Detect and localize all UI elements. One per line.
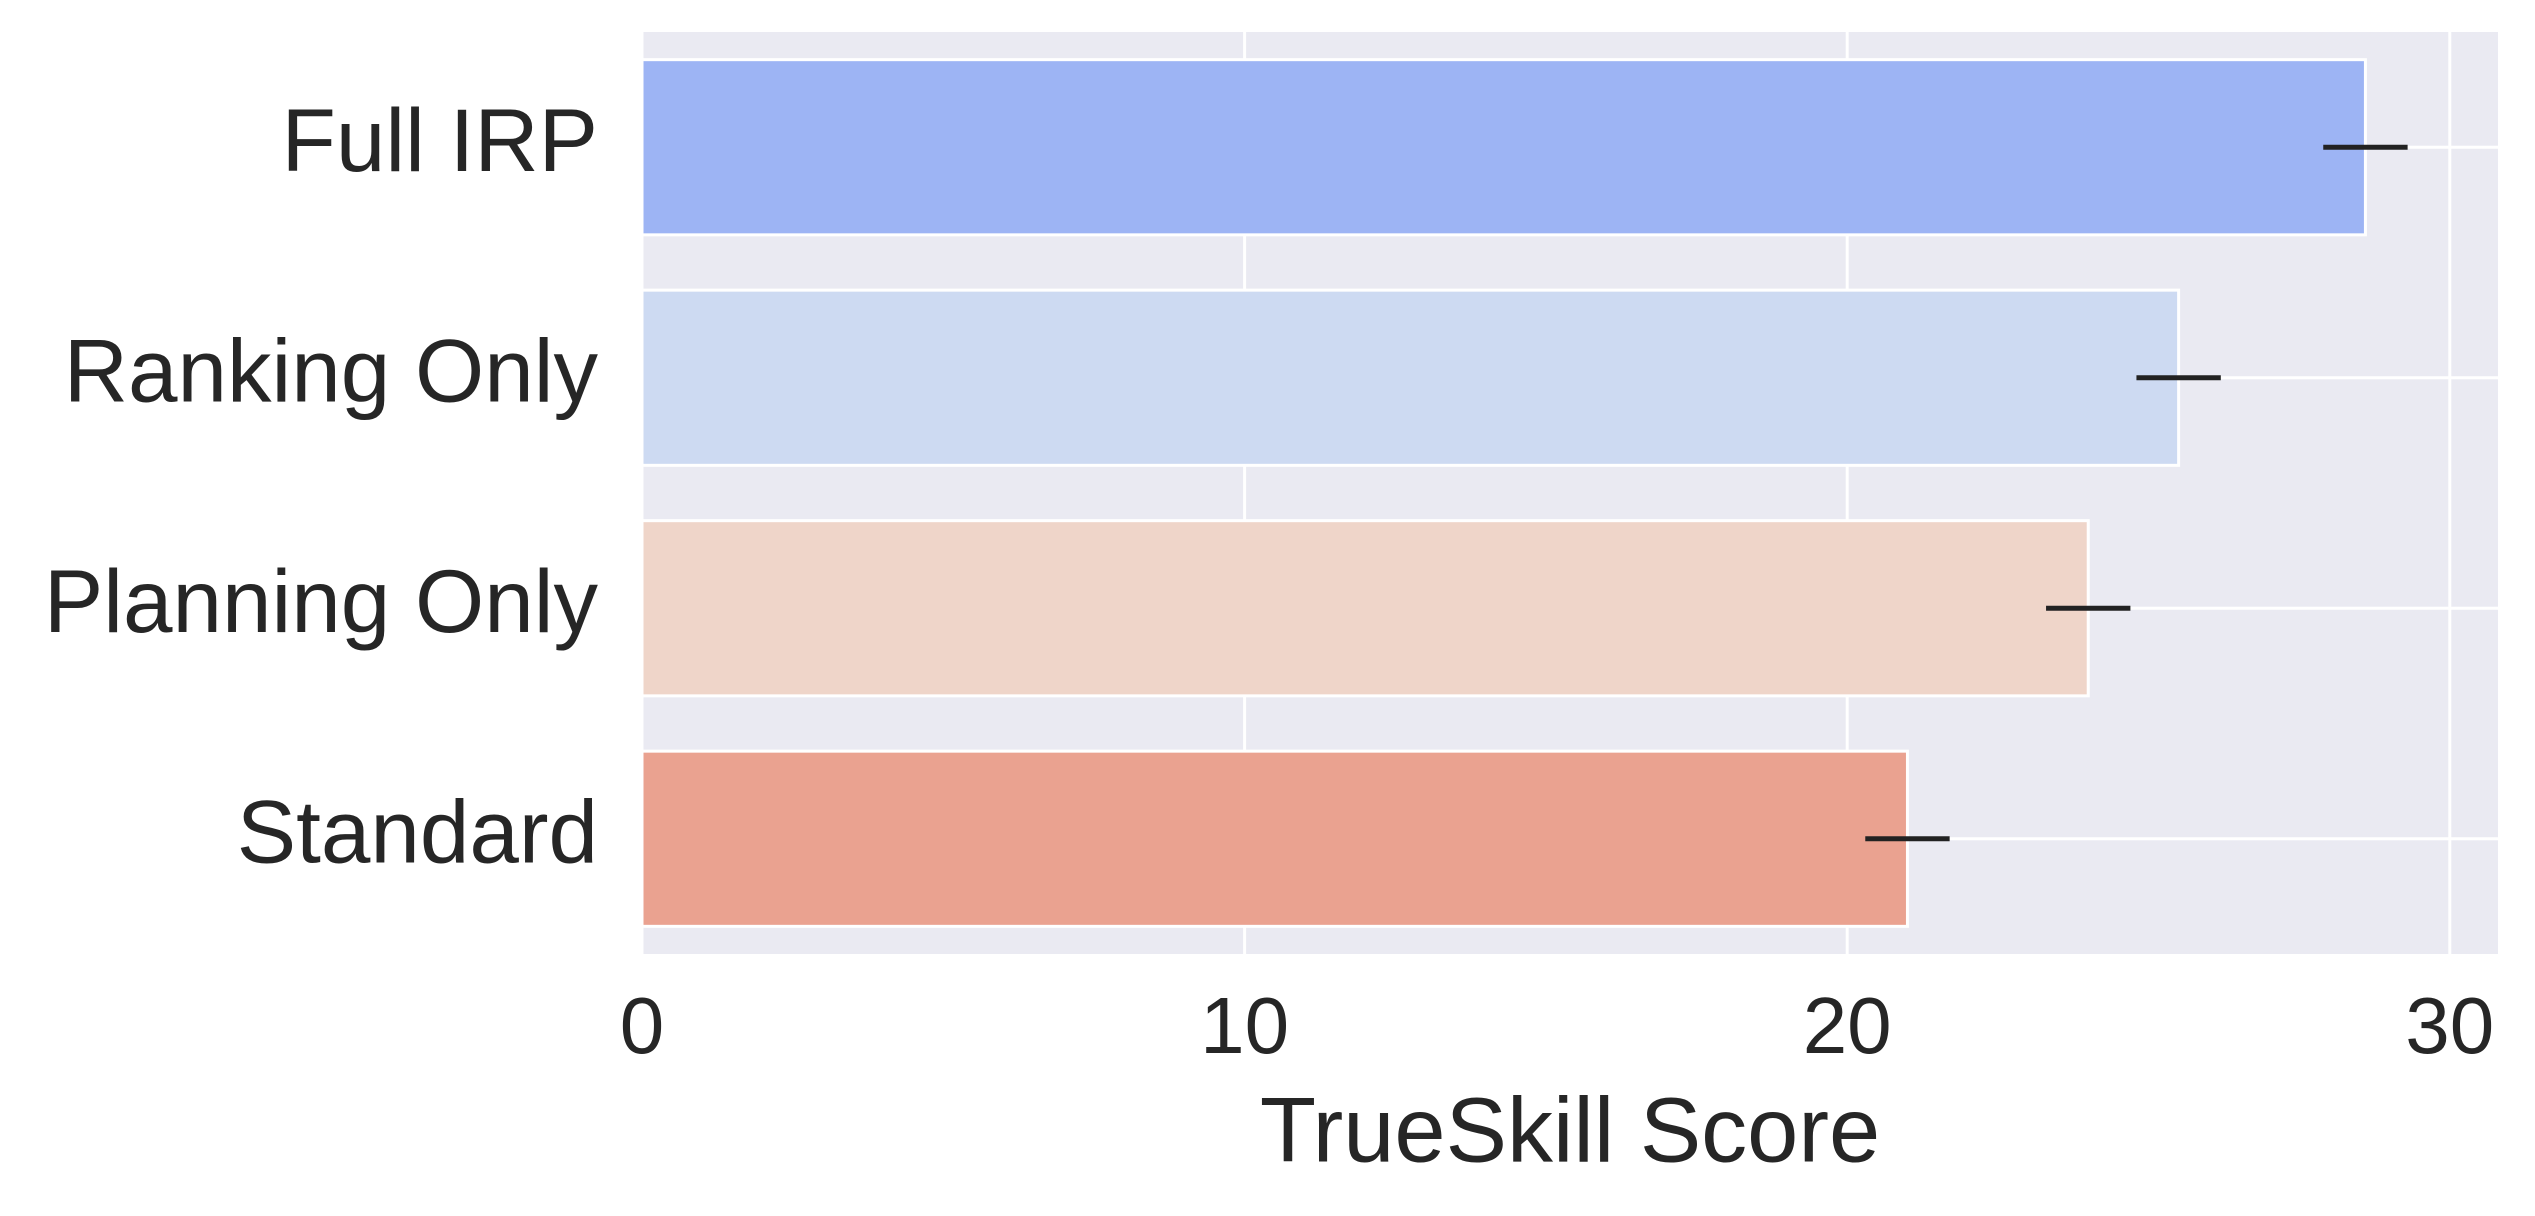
y-tick-label: Full IRP	[282, 90, 599, 190]
bar	[640, 749, 1909, 928]
x-tick-label: 10	[1200, 981, 1289, 1070]
y-tick-label: Planning Only	[44, 551, 599, 651]
x-axis-label: TrueSkill Score	[1260, 1079, 1880, 1181]
bar	[640, 288, 2181, 467]
bar	[640, 58, 2367, 237]
x-tick-label: 0	[620, 981, 665, 1070]
bar	[640, 519, 2090, 698]
y-tick-label: Ranking Only	[64, 320, 599, 420]
x-tick-label: 30	[2405, 981, 2494, 1070]
y-tick-label: Standard	[237, 781, 598, 881]
x-tick-label: 20	[1803, 981, 1892, 1070]
